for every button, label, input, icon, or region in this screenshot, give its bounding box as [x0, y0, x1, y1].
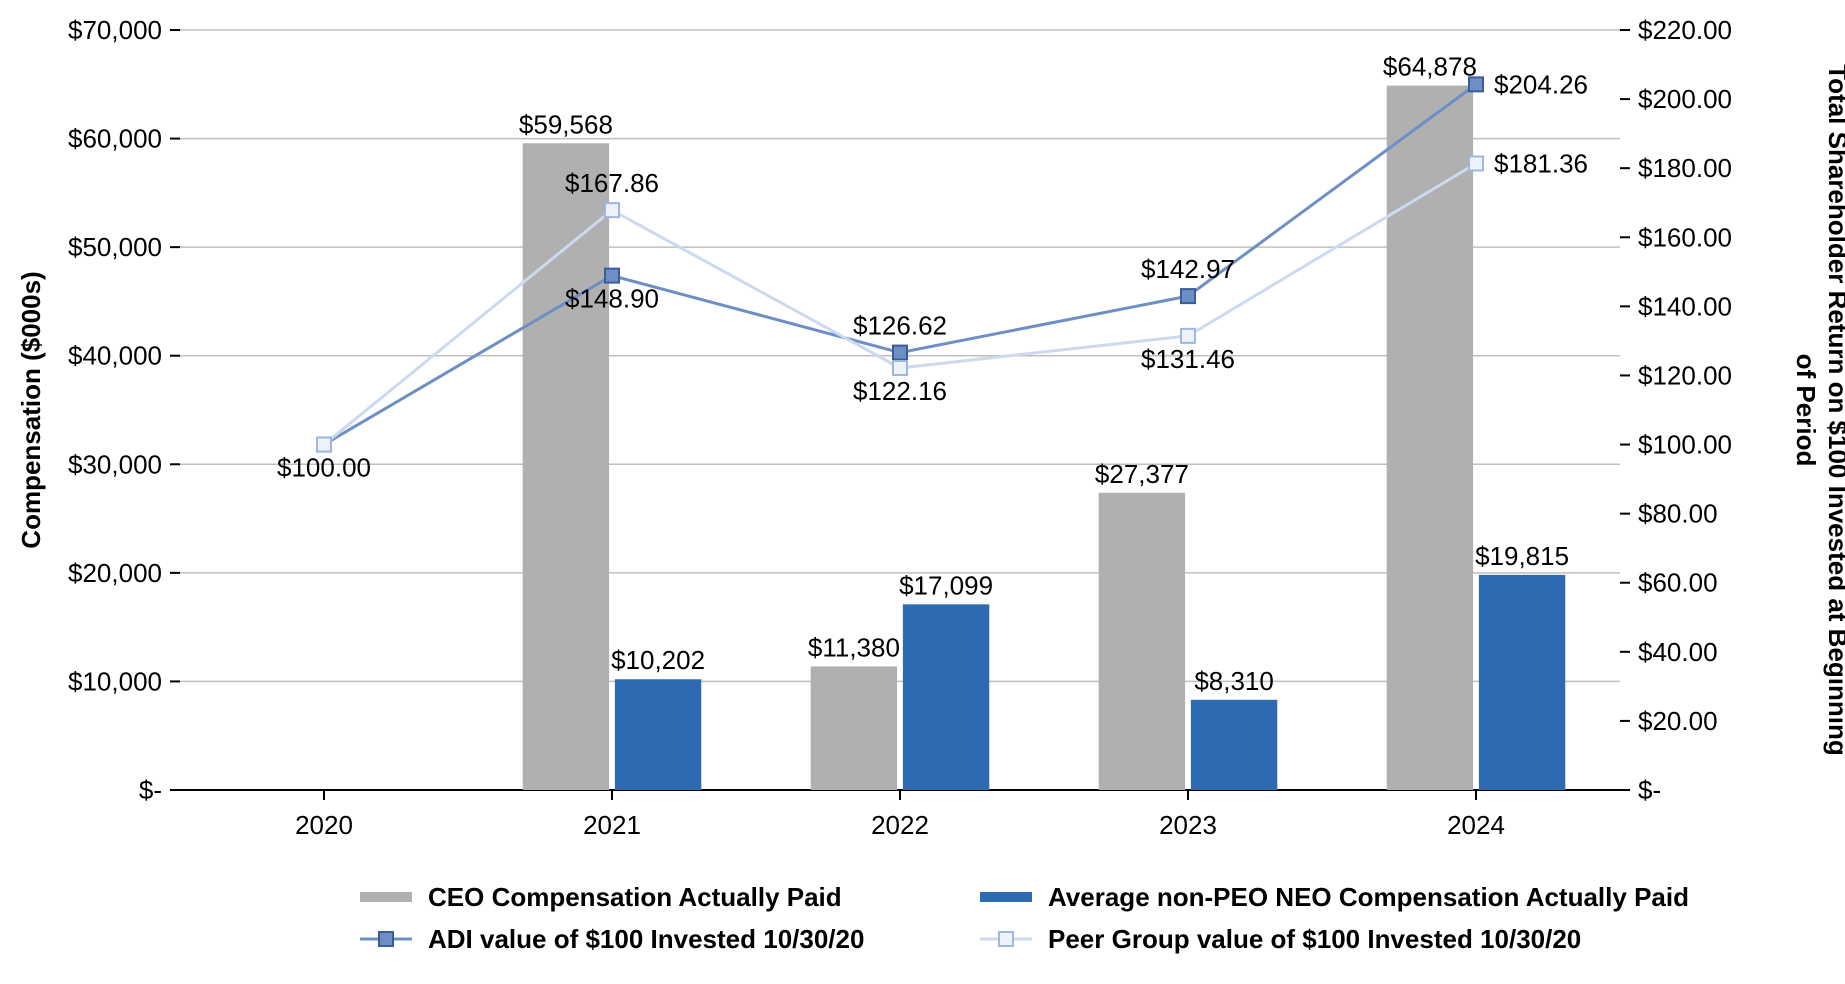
- line-label-adi: $100.00: [277, 453, 371, 483]
- legend-label: Peer Group value of $100 Invested 10/30/…: [1048, 924, 1581, 954]
- line-label-adi: $148.90: [565, 284, 659, 314]
- right-tick-label: $40.00: [1638, 637, 1718, 667]
- legend-swatch: [360, 892, 412, 902]
- bar-label-neo: $8,310: [1194, 666, 1274, 696]
- left-tick-label: $20,000: [68, 558, 162, 588]
- bar-neo: [1191, 700, 1277, 790]
- line-label-peer: $181.36: [1494, 148, 1588, 178]
- legend-label: CEO Compensation Actually Paid: [428, 882, 842, 912]
- marker-adi: [1181, 289, 1195, 303]
- legend-label: Average non-PEO NEO Compensation Actuall…: [1048, 882, 1689, 912]
- bar-ceo: [523, 143, 609, 790]
- left-tick-label: $40,000: [68, 341, 162, 371]
- line-label-peer: $122.16: [853, 376, 947, 406]
- right-tick-label: $120.00: [1638, 360, 1732, 390]
- bar-ceo: [1099, 493, 1185, 790]
- left-tick-label: $50,000: [68, 232, 162, 262]
- right-tick-label: $140.00: [1638, 291, 1732, 321]
- marker-adi: [605, 269, 619, 283]
- marker-peer: [605, 203, 619, 217]
- bar-label-ceo: $59,568: [519, 109, 613, 139]
- left-axis-title: Compensation ($000s): [16, 271, 46, 548]
- category-label: 2021: [583, 810, 641, 840]
- bar-label-ceo: $64,878: [1383, 52, 1477, 82]
- bar-label-neo: $17,099: [899, 570, 993, 600]
- right-tick-label: $180.00: [1638, 153, 1732, 183]
- bar-label-ceo: $27,377: [1095, 459, 1189, 489]
- right-tick-label: $20.00: [1638, 706, 1718, 736]
- right-tick-label: $80.00: [1638, 499, 1718, 529]
- bar-neo: [903, 604, 989, 790]
- line-label-peer: $167.86: [565, 168, 659, 198]
- left-tick-label: $30,000: [68, 449, 162, 479]
- right-tick-label: $200.00: [1638, 84, 1732, 114]
- legend-marker: [999, 932, 1013, 946]
- marker-adi: [893, 346, 907, 360]
- bar-neo: [1479, 575, 1565, 790]
- marker-adi: [1469, 77, 1483, 91]
- line-label-peer: $131.46: [1141, 344, 1235, 374]
- bar-ceo: [811, 666, 897, 790]
- right-tick-label: $100.00: [1638, 430, 1732, 460]
- right-tick-label: $-: [1638, 775, 1661, 805]
- legend-swatch: [980, 892, 1032, 902]
- marker-peer: [1469, 156, 1483, 170]
- legend-label: ADI value of $100 Invested 10/30/20: [428, 924, 864, 954]
- marker-peer: [317, 438, 331, 452]
- category-label: 2024: [1447, 810, 1505, 840]
- category-label: 2022: [871, 810, 929, 840]
- compensation-tsr-chart: $- $10,000 $20,000 $30,000 $40,000 $50,000 $60…: [0, 0, 1845, 984]
- category-label: 2020: [295, 810, 353, 840]
- right-tick-label: $220.00: [1638, 15, 1732, 45]
- left-tick-label: $10,000: [68, 666, 162, 696]
- legend-marker: [379, 932, 393, 946]
- marker-peer: [893, 361, 907, 375]
- bar-label-neo: $19,815: [1475, 541, 1569, 571]
- bar-label-ceo: $11,380: [808, 632, 900, 662]
- bar-label-neo: $10,202: [611, 645, 705, 675]
- left-tick-label: $60,000: [68, 124, 162, 154]
- line-label-adi: $126.62: [853, 311, 947, 341]
- left-tick-label: $-: [139, 775, 162, 805]
- category-label: 2023: [1159, 810, 1217, 840]
- line-label-adi: $204.26: [1494, 69, 1588, 99]
- bar-neo: [615, 679, 701, 790]
- marker-peer: [1181, 329, 1195, 343]
- left-tick-label: $70,000: [68, 15, 162, 45]
- right-tick-label: $160.00: [1638, 222, 1732, 252]
- line-label-adi: $142.97: [1141, 254, 1235, 284]
- right-tick-label: $60.00: [1638, 568, 1718, 598]
